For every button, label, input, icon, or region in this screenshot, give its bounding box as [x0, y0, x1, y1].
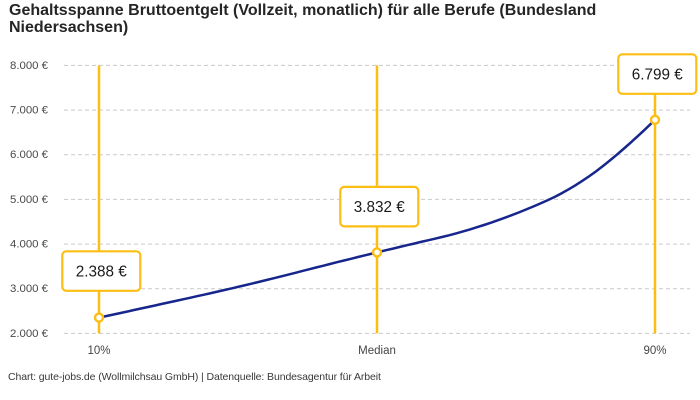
svg-text:Median: Median: [358, 345, 396, 357]
svg-text:2.388 €: 2.388 €: [76, 264, 128, 281]
svg-text:6.799 €: 6.799 €: [632, 67, 684, 84]
svg-text:6.000 €: 6.000 €: [10, 149, 49, 161]
svg-text:8.000 €: 8.000 €: [10, 60, 49, 72]
svg-text:10%: 10%: [87, 345, 110, 357]
svg-text:4.000 €: 4.000 €: [10, 239, 49, 251]
svg-text:7.000 €: 7.000 €: [10, 105, 49, 117]
svg-text:90%: 90%: [643, 345, 666, 357]
svg-text:3.000 €: 3.000 €: [10, 283, 49, 295]
svg-text:5.000 €: 5.000 €: [10, 194, 49, 206]
svg-text:2.000 €: 2.000 €: [10, 328, 49, 340]
svg-text:3.832 €: 3.832 €: [354, 199, 406, 216]
